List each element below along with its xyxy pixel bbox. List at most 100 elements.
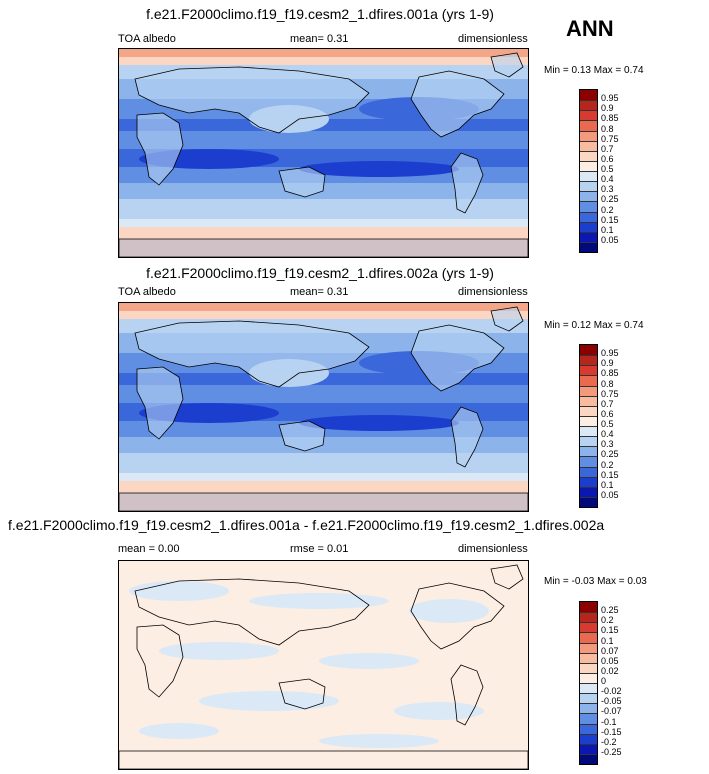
colorbar-swatch [580, 405, 597, 416]
colorbar-swatch [580, 160, 597, 171]
colorbar-swatch [580, 662, 597, 673]
panel-2-mean-label: mean= 0.31 [290, 286, 349, 298]
panel-3-map [118, 560, 529, 770]
colorbar-swatch [580, 743, 597, 754]
colorbar-tick-label: 0.15 [601, 469, 619, 480]
colorbar-tick-label: -0.05 [601, 696, 622, 707]
colorbar-tick-label: 0.05 [601, 489, 619, 500]
colorbar-swatch [580, 602, 597, 613]
colorbar-tick-label: 0.1 [601, 224, 614, 235]
colorbar-swatch [580, 652, 597, 663]
colorbar-swatch [580, 120, 597, 131]
colorbar-tick-label: 0.15 [601, 625, 619, 636]
colorbar-swatch [580, 181, 597, 192]
colorbar-swatch [580, 90, 597, 101]
colorbar-tick-label: -0.25 [601, 746, 622, 757]
colorbar-tick-label: 0.75 [601, 388, 619, 399]
panel-3-rmse-label: rmse = 0.01 [290, 543, 349, 555]
colorbar-tick-label: 0.9 [601, 103, 614, 114]
colorbar-swatch [580, 753, 597, 764]
panel-1-map [118, 48, 529, 258]
colorbar-tick-label: 0.95 [601, 93, 619, 104]
colorbar-swatch [580, 345, 597, 356]
colorbar-tick-label: -0.1 [601, 716, 617, 727]
colorbar-swatch [580, 733, 597, 744]
map-field [119, 561, 528, 769]
panel-1-variable-label: TOA albedo [118, 33, 176, 45]
colorbar-tick-label: 0.6 [601, 153, 614, 164]
panel-1-units-label: dimensionless [458, 33, 528, 45]
colorbar-swatch [580, 703, 597, 714]
panel-3-mean-label: mean = 0.00 [118, 543, 180, 555]
panel-2-colorbar [579, 344, 598, 508]
colorbar-swatch [580, 171, 597, 182]
colorbar-tick-label: 0.2 [601, 459, 614, 470]
colorbar-swatch [580, 150, 597, 161]
map-coastlines [119, 52, 528, 257]
colorbar-tick-label: 0.9 [601, 358, 614, 369]
colorbar-tick-label: 0.02 [601, 665, 619, 676]
colorbar-tick-label: 0.4 [601, 174, 614, 185]
colorbar-tick-label: 0.05 [601, 234, 619, 245]
colorbar-tick-label: 0.25 [601, 605, 619, 616]
map-coastlines [119, 306, 528, 511]
colorbar-tick-label: 0.05 [601, 655, 619, 666]
panel-2-minmax: Min = 0.12 Max = 0.74 [544, 320, 644, 331]
colorbar-swatch [580, 191, 597, 202]
colorbar-tick-label: 0.25 [601, 449, 619, 460]
colorbar-swatch [580, 713, 597, 724]
colorbar-tick-label: 0.8 [601, 123, 614, 134]
panel-2-units-label: dimensionless [458, 286, 528, 298]
panel-1-minmax: Min = 0.13 Max = 0.74 [544, 65, 644, 76]
panel-3-minmax: Min = -0.03 Max = 0.03 [544, 576, 647, 587]
colorbar-tick-label: 0.3 [601, 439, 614, 450]
colorbar-swatch [580, 486, 597, 497]
colorbar-swatch [580, 201, 597, 212]
map-coastlines [119, 564, 528, 769]
colorbar-tick-label: 0.4 [601, 429, 614, 440]
colorbar-swatch [580, 683, 597, 694]
colorbar-swatch [580, 723, 597, 734]
colorbar-swatch [580, 642, 597, 653]
colorbar-swatch [580, 221, 597, 232]
panel-3-title: f.e21.F2000climo.f19_f19.cesm2_1.dfires.… [8, 517, 605, 533]
colorbar-tick-label: 0 [601, 676, 607, 686]
colorbar-swatch [580, 375, 597, 386]
map-field [119, 49, 528, 257]
colorbar-swatch [580, 622, 597, 633]
colorbar-tick-label: 0.1 [601, 479, 614, 490]
colorbar-swatch [580, 100, 597, 111]
colorbar-swatch [580, 130, 597, 141]
colorbar-swatch [580, 415, 597, 426]
colorbar-tick-label: 0.2 [601, 204, 614, 215]
colorbar-tick-label: -0.02 [601, 686, 622, 697]
map-field [119, 303, 528, 511]
colorbar-tick-label: -0.07 [601, 706, 622, 717]
colorbar-swatch [580, 231, 597, 242]
colorbar-swatch [580, 355, 597, 366]
panel-2-title: f.e21.F2000climo.f19_f19.cesm2_1.dfires.… [146, 265, 494, 281]
colorbar-tick-label: -0.15 [601, 726, 622, 737]
panel-2-map [118, 302, 529, 512]
colorbar-tick-label: 0.7 [601, 398, 614, 409]
colorbar-tick-label: 0.85 [601, 113, 619, 124]
colorbar-tick-label: 0.25 [601, 194, 619, 205]
colorbar-swatch [580, 446, 597, 457]
colorbar-swatch [580, 385, 597, 396]
colorbar-swatch [580, 211, 597, 222]
colorbar-swatch [580, 140, 597, 151]
colorbar-tick-label: 0.1 [601, 635, 614, 646]
season-label: ANN [566, 16, 614, 41]
colorbar-tick-label: 0.8 [601, 378, 614, 389]
colorbar-tick-label: 0.7 [601, 143, 614, 154]
colorbar-swatch [580, 395, 597, 406]
colorbar-tick-label: 0.5 [601, 164, 614, 174]
colorbar-swatch [580, 456, 597, 467]
colorbar-tick-label: 0.2 [601, 615, 614, 626]
colorbar-swatch [580, 436, 597, 447]
panel-3-colorbar [579, 601, 598, 765]
colorbar-tick-label: 0.5 [601, 419, 614, 429]
colorbar-tick-label: 0.3 [601, 184, 614, 195]
colorbar-tick-label: 0.95 [601, 348, 619, 359]
colorbar-swatch [580, 241, 597, 252]
